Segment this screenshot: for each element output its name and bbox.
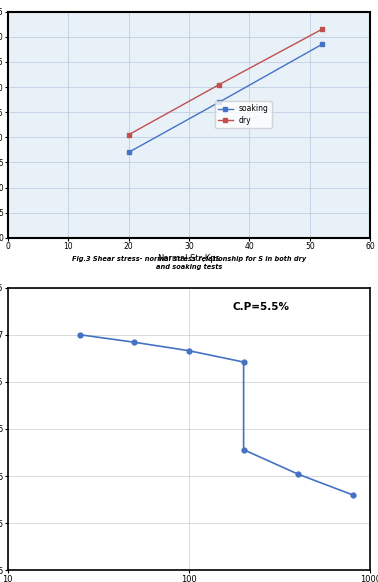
soaking (217, 98, 222, 105)
dry (217, 81, 222, 88)
Text: Fig.3 Shear stress- normal stress relationship for S in both dry
and soaking tes: Fig.3 Shear stress- normal stress relati… (72, 256, 306, 269)
dry (320, 26, 324, 33)
dry (126, 132, 131, 139)
Text: C.P=5.5%: C.P=5.5% (232, 301, 290, 312)
Legend: soaking, dry: soaking, dry (215, 101, 272, 128)
Line: dry: dry (126, 27, 324, 137)
soaking (126, 149, 131, 156)
Line: soaking: soaking (126, 42, 324, 154)
X-axis label: Normal.Str,Kps: Normal.Str,Kps (158, 254, 220, 263)
soaking (320, 41, 324, 48)
